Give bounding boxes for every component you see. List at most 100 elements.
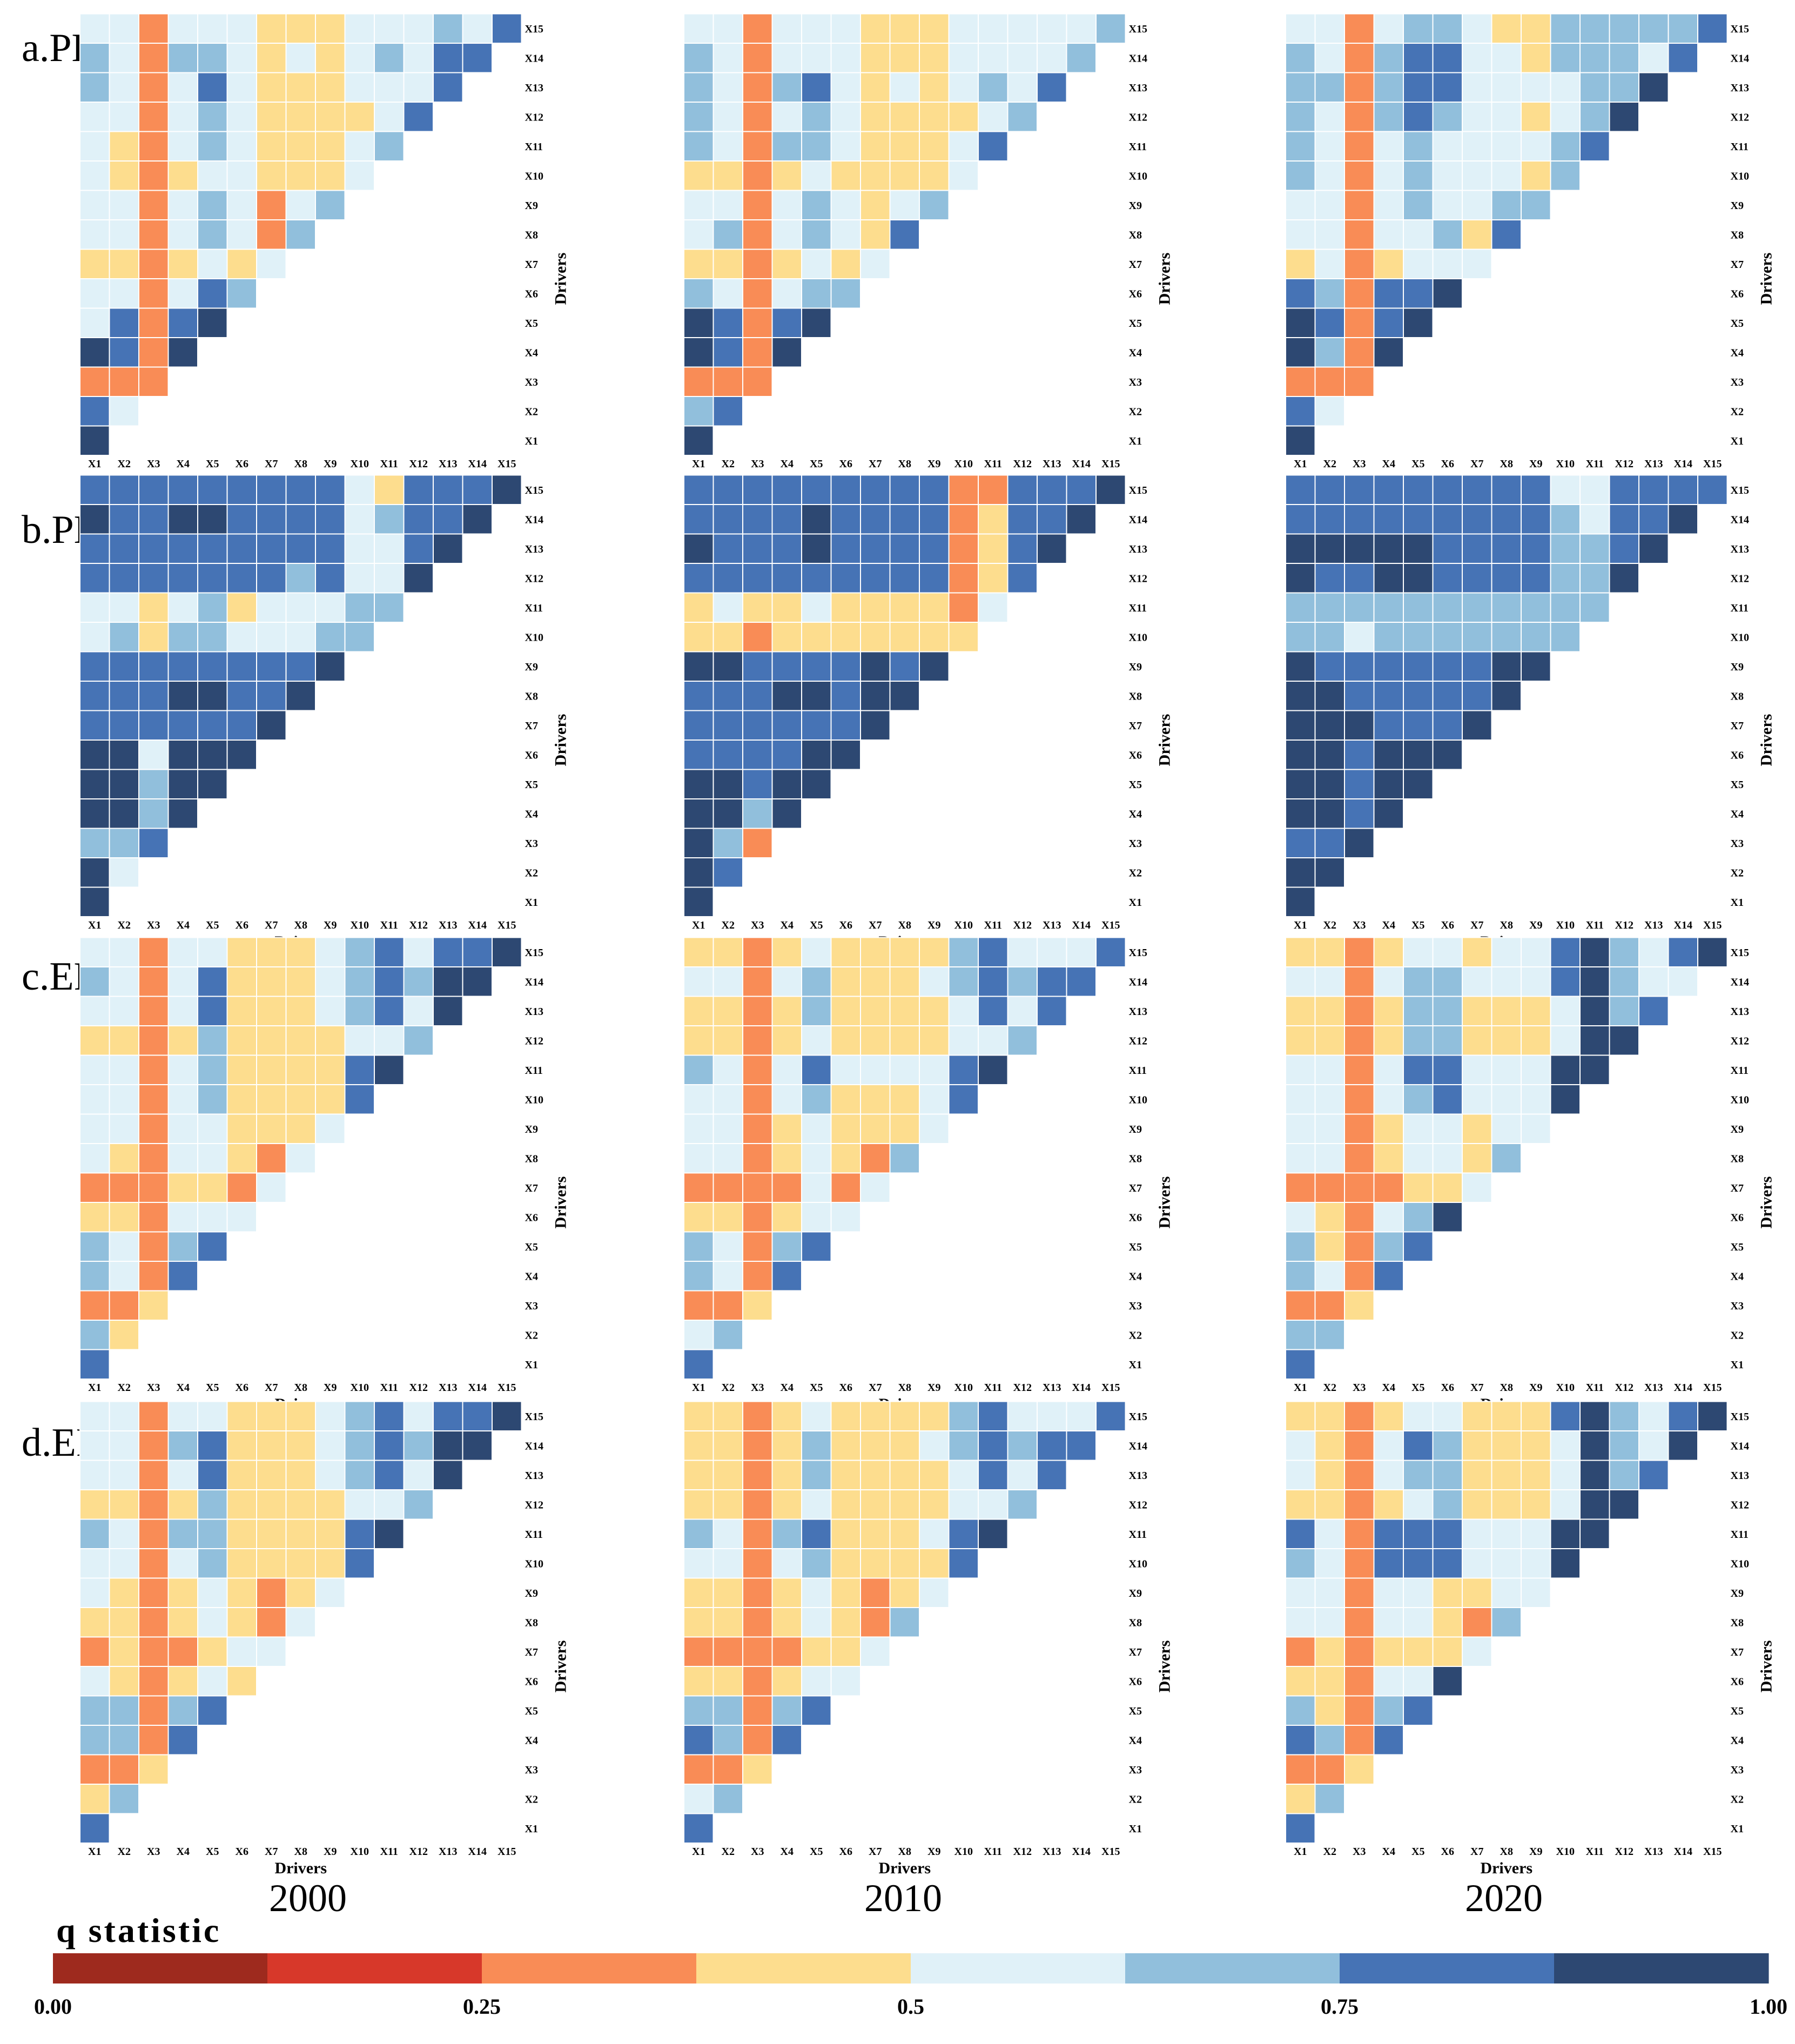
heatmap-cell-X12-X6 — [830, 563, 861, 594]
heatmap-cell-X10-X8 — [285, 1548, 316, 1579]
heatmap-cell-X11-X2 — [109, 1054, 139, 1085]
heatmap-cell-X7-X1 — [683, 248, 714, 279]
heatmap-cell-X14-X14 — [1668, 504, 1698, 535]
heatmap-cell-X7-X3 — [1344, 1172, 1375, 1203]
heatmap-cell-X14-X4 — [167, 1430, 198, 1461]
heatmap-cell-X8-X7 — [860, 1607, 891, 1638]
heatmap-cell-X3-X2 — [712, 1290, 743, 1321]
heatmap-cell-X15-X11 — [978, 1401, 1009, 1431]
heatmap-cell-X10-X4 — [771, 622, 802, 653]
heatmap-cell-X12-X6 — [1432, 563, 1463, 594]
heatmap-cell-X7-X3 — [138, 1172, 169, 1203]
panel-defs-2000: X1 X2 X3 X4 X5 X6 X7 X8 X9 X10 X11 X12 X13 X14 X15X1X2… — [79, 1401, 570, 1877]
heatmap-cell-X11-X1 — [1285, 592, 1316, 623]
heatmap-cell-X12-X12 — [1007, 102, 1038, 132]
y-tick-label: X8 — [1129, 1617, 1142, 1629]
heatmap-cell-X6-X4 — [771, 739, 802, 770]
y-tick-label: X14 — [1731, 1440, 1749, 1452]
y-tick-label: X14 — [1129, 1440, 1147, 1452]
heatmap-cell-X9-X3 — [742, 190, 773, 220]
heatmap-cell-X6-X5 — [197, 278, 228, 309]
heatmap-cell-X15-X6 — [226, 1401, 257, 1431]
heatmap-cell-X15-X1 — [1285, 937, 1316, 967]
heatmap-cell-X14-X13 — [433, 43, 463, 73]
heatmap-cell-X4-X1 — [683, 1261, 714, 1292]
heatmap-cell-X9-X4 — [1373, 1113, 1404, 1144]
x-tick-label: X6 — [236, 1382, 248, 1394]
heatmap-cell-X14-X1 — [1285, 43, 1316, 73]
heatmap-cell-X11-X5 — [1403, 1054, 1434, 1085]
heatmap-cell-X15-X5 — [801, 474, 832, 505]
heatmap-cell-X4-X3 — [1344, 1261, 1375, 1292]
heatmap-cell-X13-X13 — [1037, 533, 1067, 564]
heatmap-cell-X5-X4 — [1373, 769, 1404, 799]
heatmap-cell-X13-X12 — [403, 1460, 434, 1490]
y-tick-label: X2 — [1731, 406, 1744, 418]
heatmap-cell-X6-X6 — [226, 739, 257, 770]
heatmap-cell-X2-X2 — [1314, 1784, 1345, 1814]
heatmap-cell-X14-X7 — [1462, 43, 1493, 73]
heatmap-cell-X7-X7 — [1462, 1172, 1493, 1203]
heatmap-cell-X14-X3 — [742, 966, 773, 997]
heatmap-cell-X15-X2 — [712, 13, 743, 44]
heatmap-cell-X11-X3 — [1344, 1518, 1375, 1549]
heatmap-cell-X13-X4 — [771, 996, 802, 1026]
heatmap-cell-X11-X11 — [374, 1054, 405, 1085]
heatmap-cell-X8-X3 — [138, 1143, 169, 1174]
heatmap-cell-X9-X5 — [1403, 190, 1434, 220]
heatmap-cell-X5-X5 — [1403, 1231, 1434, 1262]
heatmap-cell-X13-X4 — [167, 72, 198, 103]
heatmap-cell-X8-X1 — [1285, 1607, 1316, 1638]
heatmap-cell-X14-X10 — [1550, 504, 1581, 535]
heatmap-cell-X15-X2 — [109, 1401, 139, 1431]
heatmap-cell-X10-X4 — [1373, 1548, 1404, 1579]
y-tick-label: X3 — [1129, 838, 1142, 850]
x-tick-label: X12 — [1013, 1382, 1032, 1394]
colorbar-tick-label: 1.00 — [1750, 1994, 1787, 2019]
heatmap-cell-X11-X4 — [167, 131, 198, 162]
heatmap-cell-X9-X1 — [683, 1577, 714, 1608]
y-tick-label: X5 — [525, 779, 538, 791]
y-tick-label: X13 — [1129, 82, 1147, 94]
heatmap-cell-X10-X8 — [285, 1084, 316, 1115]
heatmap-cell-X15-X5 — [801, 13, 832, 44]
heatmap-cell-X6-X3 — [742, 278, 773, 309]
heatmap-cell-X13-X11 — [978, 72, 1009, 103]
y-tick-label: X1 — [1129, 1359, 1142, 1371]
heatmap-cell-X9-X3 — [1344, 1577, 1375, 1608]
heatmap-cell-X12-X8 — [889, 1489, 920, 1520]
heatmap-cell-X13-X11 — [1579, 72, 1610, 103]
y-tick-label: X15 — [525, 1411, 543, 1423]
heatmap-cell-X14-X10 — [344, 43, 375, 73]
heatmap-cell-X2-X2 — [109, 1784, 139, 1814]
x-tick-label: X10 — [351, 1382, 369, 1394]
heatmap-cell-X14-X2 — [1314, 43, 1345, 73]
heatmap-cell-X9-X8 — [285, 651, 316, 682]
heatmap-cell-X12-X9 — [919, 1489, 950, 1520]
y-tick-label: X1 — [1129, 435, 1142, 447]
heatmap-cell-X15-X3 — [1344, 937, 1375, 967]
heatmap-cell-X15-X7 — [860, 1401, 891, 1431]
panel-apefs-2000: X1 X2 X3 X4 X5 X6 X7 X8 X9 X10 X11 X12 X13 X14 X15X1X2… — [79, 13, 570, 489]
heatmap-cell-X15-X7 — [256, 937, 287, 967]
y-tick-label: X9 — [1731, 200, 1744, 212]
y-tick-label: X10 — [1731, 1094, 1749, 1106]
heatmap-cell-X4-X4 — [1373, 337, 1404, 368]
x-tick-label: X10 — [954, 919, 973, 931]
heatmap-cell-X15-X5 — [1403, 474, 1434, 505]
heatmap-cell-X12-X1 — [1285, 102, 1316, 132]
heatmap-cell-X11-X9 — [315, 592, 346, 623]
heatmap-cell-X12-X10 — [344, 563, 375, 594]
heatmap-cell-X8-X5 — [197, 1143, 228, 1174]
x-tick-label: X1 — [1294, 919, 1307, 931]
heatmap-cell-X12-X5 — [1403, 1025, 1434, 1056]
heatmap-cell-X14-X9 — [315, 504, 346, 535]
heatmap-cell-X13-X7 — [860, 996, 891, 1026]
heatmap-cell-X14-X5 — [801, 43, 832, 73]
heatmap-cell-X11-X8 — [285, 131, 316, 162]
y-tick-label: X11 — [1129, 602, 1147, 614]
x-tick-label: X1 — [88, 919, 101, 931]
heatmap-cell-X11-X8 — [285, 592, 316, 623]
heatmap-cell-X14-X13 — [433, 1430, 463, 1461]
heatmap-cell-X14-X13 — [1638, 966, 1669, 997]
